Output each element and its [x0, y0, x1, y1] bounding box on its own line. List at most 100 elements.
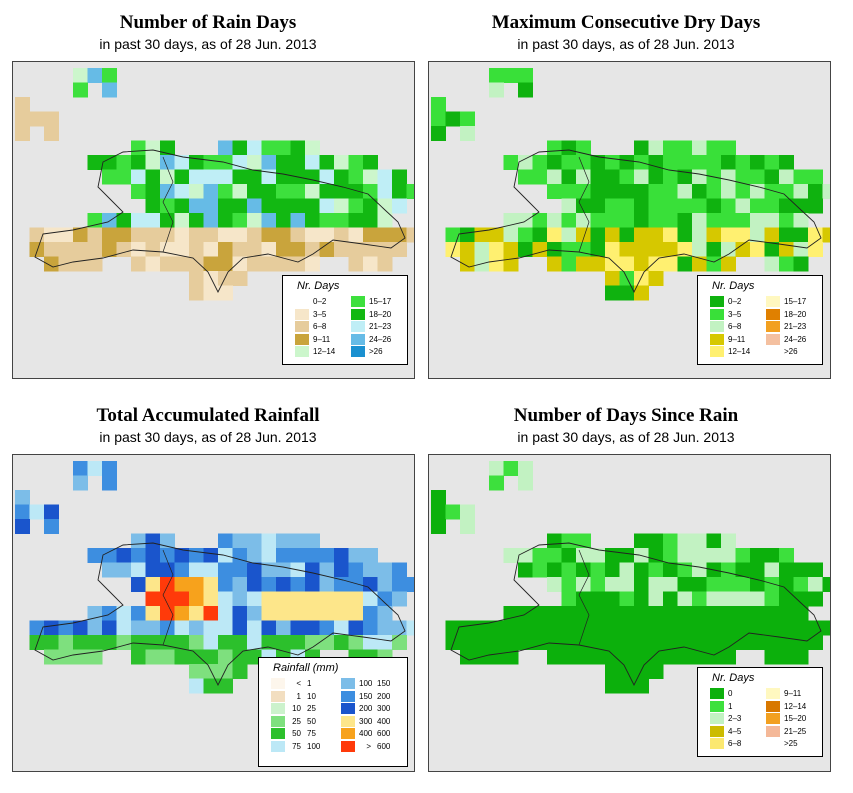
grid-cell [189, 577, 204, 592]
grid-cell [116, 213, 132, 228]
grid-cell [247, 256, 262, 272]
grid-cell [648, 533, 664, 549]
grid-cell [590, 169, 606, 185]
grid-cell [605, 635, 620, 650]
grid-cell [460, 111, 475, 127]
grid-cell [619, 169, 635, 185]
grid-cell [692, 213, 707, 228]
legend-swatch [295, 321, 309, 332]
grid-cell [319, 548, 335, 563]
grid-cell [503, 548, 519, 563]
legend-label: < [296, 679, 301, 688]
legend-swatch [710, 333, 724, 345]
grid-cell [677, 591, 693, 607]
grid-cell [460, 649, 475, 665]
grid-cell [518, 68, 533, 83]
grid-cell [174, 548, 190, 563]
grid-cell [232, 649, 248, 665]
grid-cell [460, 256, 475, 272]
grid-cell [247, 577, 262, 592]
grid-cell [619, 285, 635, 301]
grid-cell [431, 504, 446, 520]
grid-cell [363, 169, 378, 185]
grid-cell [721, 198, 736, 214]
grid-cell [73, 68, 88, 83]
grid-cell [576, 140, 591, 156]
grid-cell [218, 620, 233, 636]
legend-swatch [766, 700, 780, 712]
grid-cell [822, 620, 830, 636]
legend-label: 50 [307, 716, 316, 726]
grid-cell [634, 227, 649, 243]
grid-cell [87, 461, 103, 476]
grid-cell [793, 169, 809, 185]
legend-label: >25 [784, 739, 798, 748]
grid-cell [247, 635, 262, 650]
grid-cell [15, 111, 30, 127]
grid-cell [764, 649, 780, 665]
grid-cell [102, 635, 117, 650]
legend-label: 15–17 [784, 297, 807, 306]
legend-swatch [766, 296, 780, 307]
grid-cell [44, 126, 59, 141]
grid-cell [518, 82, 533, 98]
legend-swatch [271, 690, 285, 702]
grid-cell [247, 562, 262, 578]
grid-cell [605, 606, 620, 621]
legend-swatch [766, 321, 780, 332]
grid-cell [145, 169, 161, 185]
grid-cell [706, 184, 722, 199]
grid-cell [145, 577, 161, 592]
grid-cell [518, 169, 533, 185]
grid-cell [305, 155, 320, 170]
legend-title: Nr. Days [712, 280, 755, 292]
map-canvas [15, 68, 414, 301]
grid-cell [503, 242, 519, 257]
grid-cell [160, 213, 175, 228]
grid-cell [87, 256, 103, 272]
grid-cell [576, 227, 591, 243]
grid-cell [363, 227, 378, 243]
grid-cell [605, 285, 620, 301]
grid-cell [692, 562, 707, 578]
grid-cell [189, 227, 204, 243]
grid-cell [619, 548, 635, 563]
legend-swatch [710, 713, 724, 724]
grid-cell [247, 548, 262, 563]
legend-label: 15–17 [369, 297, 392, 306]
grid-cell [503, 155, 519, 170]
grid-cell [692, 635, 707, 650]
grid-cell [44, 519, 59, 534]
grid-cell [576, 606, 591, 621]
grid-cell [203, 198, 219, 214]
legend-label: 25 [307, 704, 316, 713]
grid-cell [677, 213, 693, 228]
grid-cell [619, 562, 635, 578]
grid-cell [102, 548, 117, 563]
grid-cell [174, 635, 190, 650]
grid-cell [634, 620, 649, 636]
legend-swatch [271, 703, 285, 714]
panel-title: Maximum Consecutive Dry Days [491, 12, 761, 33]
grid-cell [692, 591, 707, 607]
grid-cell [305, 169, 320, 185]
grid-cell [590, 256, 606, 272]
grid-cell [58, 635, 74, 650]
grid-cell [363, 591, 378, 607]
grid-cell [189, 285, 204, 301]
grid-cell [474, 635, 490, 650]
grid-cell [87, 227, 103, 243]
grid-cell [160, 256, 175, 272]
grid-cell [648, 227, 664, 243]
grid-cell [648, 213, 664, 228]
grid-cell [218, 256, 233, 272]
grid-cell [779, 649, 794, 665]
legend-label: 18–20 [369, 309, 392, 319]
legend-swatch [351, 333, 365, 345]
legend-label: 100 [359, 679, 373, 688]
grid-cell [547, 227, 562, 243]
grid-cell [319, 577, 335, 592]
grid-cell [706, 533, 722, 549]
grid-cell [489, 461, 504, 476]
grid-cell [44, 504, 59, 520]
